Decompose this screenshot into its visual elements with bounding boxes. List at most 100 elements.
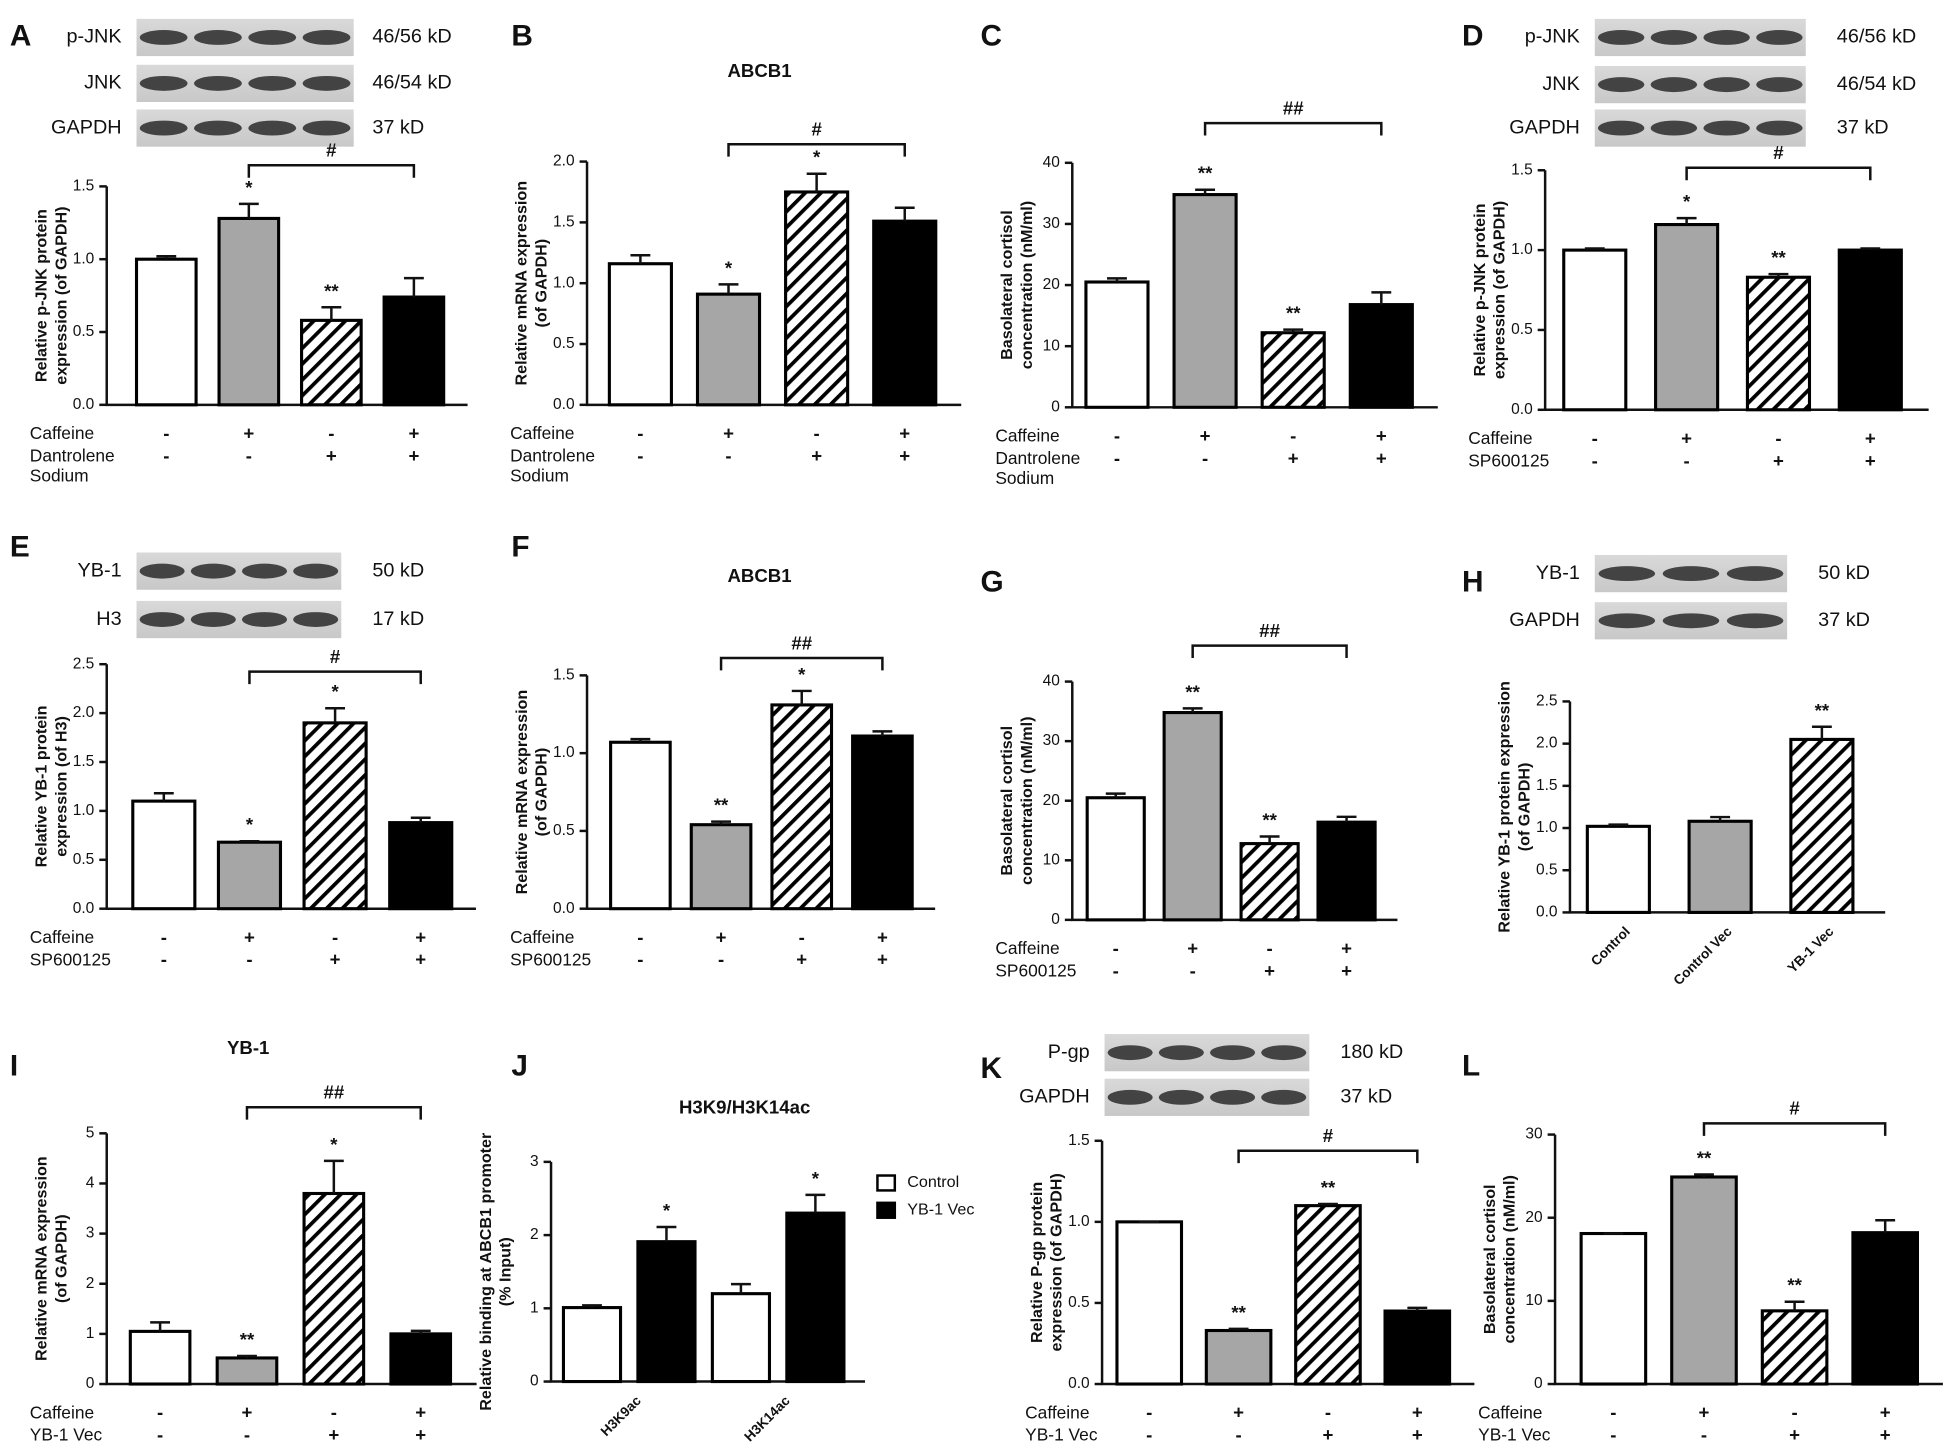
x-tick-label: Control <box>1588 924 1633 969</box>
condition-sign: + <box>415 949 426 970</box>
panel-letter: E <box>10 531 30 564</box>
comparison-label: # <box>1789 1098 1800 1119</box>
blot-size: 50 kD <box>372 559 424 581</box>
bar <box>785 1211 846 1384</box>
bar <box>1687 819 1753 914</box>
condition-sign: + <box>1880 1424 1891 1445</box>
condition-sign: - <box>1610 1402 1616 1423</box>
bar <box>302 1191 366 1386</box>
comparison-bracket <box>248 670 422 685</box>
bar <box>1204 1328 1273 1386</box>
panel-letter: K <box>980 1052 1002 1085</box>
error-bar <box>1283 328 1304 333</box>
error-bar <box>1676 216 1697 225</box>
error-bar <box>1407 1306 1428 1312</box>
error-bar <box>1784 1300 1805 1311</box>
significance-label: * <box>813 147 821 168</box>
blot-label: GAPDH <box>1019 1086 1090 1108</box>
y-axis-label: Relative YB-1 protein <box>32 705 50 867</box>
condition-name: SP600125 <box>995 961 1076 981</box>
blot-size: 37 kD <box>1818 609 1870 631</box>
bar <box>609 740 672 911</box>
error-bar <box>238 202 259 219</box>
condition-sign: - <box>1267 938 1273 959</box>
y-axis-label: expression (of GAPDH) <box>1048 1173 1066 1351</box>
y-axis-label: Basolateral cortisol <box>998 210 1016 360</box>
significance-label: * <box>330 1134 338 1155</box>
y-tick-label: 0 <box>530 1373 539 1390</box>
significance-label: ** <box>1198 163 1213 184</box>
y-tick-label: 1.0 <box>553 274 575 291</box>
significance-label: * <box>812 1168 820 1189</box>
condition-sign: - <box>1684 450 1690 471</box>
condition-sign: - <box>157 1424 163 1445</box>
bar <box>1172 193 1238 409</box>
blot-size: 37 kD <box>372 116 424 138</box>
y-tick-label: 2.5 <box>73 655 95 672</box>
blot-band <box>1726 566 1784 582</box>
y-tick-label: 0.5 <box>1536 861 1558 878</box>
error-bar <box>1694 1173 1714 1177</box>
condition-sign: + <box>1323 1424 1334 1445</box>
blot-band <box>1261 1089 1307 1105</box>
condition-sign: - <box>1146 1424 1152 1445</box>
blot-band <box>1210 1045 1256 1061</box>
significance-label: ** <box>1262 809 1277 830</box>
bar <box>1579 1231 1648 1386</box>
y-axis-label: expression (of GAPDH) <box>1491 201 1509 379</box>
condition-sign: + <box>408 423 419 444</box>
error-bar <box>410 816 431 823</box>
chart-title: ABCB1 <box>727 565 791 586</box>
blot-band <box>302 75 351 91</box>
y-tick-label: 20 <box>1525 1209 1543 1226</box>
bar <box>302 721 368 911</box>
condition-sign: + <box>877 949 888 970</box>
blot-band <box>1598 613 1656 629</box>
blot-band <box>1662 613 1720 629</box>
blot-band <box>139 612 185 627</box>
comparison-bracket <box>1203 121 1383 136</box>
y-tick-label: 10 <box>1043 337 1061 354</box>
error-bar <box>1336 815 1357 823</box>
significance-label: ** <box>1815 700 1830 721</box>
condition-sign: + <box>243 423 254 444</box>
condition-sign: - <box>637 445 643 466</box>
condition-sign: - <box>1775 427 1781 448</box>
condition-sign: - <box>814 423 820 444</box>
x-tick-label: H3K14ac <box>741 1393 793 1445</box>
panel-letter: A <box>10 19 31 52</box>
error-bar <box>1259 835 1280 844</box>
panel-letter: D <box>1462 19 1484 52</box>
condition-sign: - <box>1235 1424 1241 1445</box>
error-bar <box>1371 291 1392 305</box>
error-bar <box>1105 792 1126 798</box>
blot-label: GAPDH <box>1509 609 1580 631</box>
condition-name: Sodium <box>995 468 1054 488</box>
chart-title: H3K9/H3K14ac <box>679 1096 810 1117</box>
condition-sign: + <box>242 1402 253 1423</box>
error-bar <box>1182 707 1203 713</box>
y-axis-label: Relative P-gp protein <box>1028 1182 1046 1343</box>
condition-sign: + <box>328 1424 339 1445</box>
error-bar <box>1710 815 1731 822</box>
blot-band <box>194 75 242 91</box>
comparison-label: # <box>1773 142 1784 163</box>
blot-size: 46/54 kD <box>1837 73 1916 95</box>
bar <box>784 190 850 407</box>
bar <box>1316 820 1377 922</box>
condition-name: YB-1 Vec <box>30 1425 103 1445</box>
y-tick-label: 1.5 <box>73 753 95 770</box>
y-axis-label: Basolateral cortisol <box>1481 1184 1499 1334</box>
y-tick-label: 1 <box>530 1299 539 1316</box>
condition-sign: - <box>637 423 643 444</box>
condition-sign: - <box>246 949 252 970</box>
condition-name: YB-1 Vec <box>1478 1425 1551 1445</box>
comparison-bracket <box>247 164 416 178</box>
condition-sign: + <box>1412 1424 1423 1445</box>
panel-letter: L <box>1462 1049 1480 1082</box>
y-axis-label: concentration (nM/ml) <box>1501 1175 1519 1343</box>
blot-band <box>1650 120 1698 136</box>
bar <box>1294 1204 1362 1386</box>
y-tick-label: 3 <box>530 1153 539 1170</box>
